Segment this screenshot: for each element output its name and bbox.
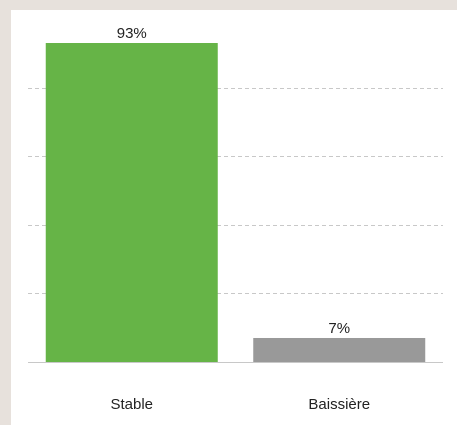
value-label-2: 7% xyxy=(328,320,350,337)
chart-card: 93% Stable 7% Baissière xyxy=(11,10,457,425)
bars xyxy=(45,43,426,362)
bar-chart: 93% Stable 7% Baissière xyxy=(28,25,443,413)
value-label-1: 93% xyxy=(117,25,147,42)
category-label-1: Stable xyxy=(110,396,153,413)
labels: 93% Stable 7% Baissière xyxy=(110,25,370,413)
bar-baissière xyxy=(253,337,426,362)
bar-stable xyxy=(45,43,218,362)
category-label-2: Baissière xyxy=(308,396,370,413)
gridlines xyxy=(28,88,443,363)
